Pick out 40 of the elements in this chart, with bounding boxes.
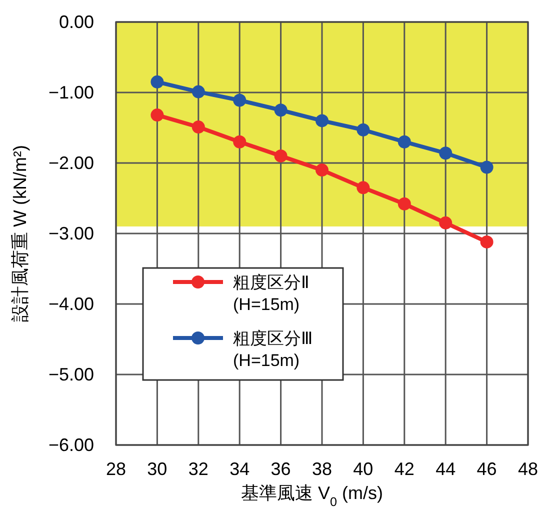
point <box>398 197 411 210</box>
x-axis-title: 基準風速 V$_{0}$ (m/s) <box>240 483 384 509</box>
point <box>439 216 452 230</box>
point <box>356 123 370 136</box>
x-tick-label: 46 <box>476 459 497 479</box>
point <box>480 160 494 174</box>
x-tick-label: 28 <box>106 459 126 479</box>
x-tick-label: 36 <box>270 459 291 479</box>
x-tick-label: 42 <box>394 459 414 479</box>
x-tick-label: 32 <box>188 459 208 479</box>
point <box>316 164 328 177</box>
legend-label: 粗度区分Ⅲ (H=15m) <box>233 329 313 370</box>
y-tick-label: −4.00 <box>48 294 94 314</box>
y-axis-title: 設計風荷重 W (kN/m²) <box>10 145 30 322</box>
point <box>192 85 205 98</box>
y-tick-label: −3.00 <box>48 224 94 244</box>
x-tick-label: 34 <box>230 459 250 479</box>
point <box>316 114 328 128</box>
y-tick-label: −2.00 <box>48 153 94 173</box>
y-tick-label: −6.00 <box>48 435 94 455</box>
x-tick-label: 40 <box>353 459 374 479</box>
point <box>480 235 494 248</box>
point <box>356 181 370 194</box>
x-tick-label: 38 <box>312 459 332 479</box>
point <box>439 146 452 160</box>
point <box>150 75 164 88</box>
y-tick-label: −1.00 <box>48 82 94 102</box>
point <box>150 108 164 122</box>
point <box>192 120 205 134</box>
y-tick-label: 0.00 <box>58 12 94 32</box>
point <box>274 104 288 117</box>
point <box>233 94 246 107</box>
point <box>233 135 246 148</box>
y-tick-label: −5.00 <box>48 364 94 384</box>
point <box>398 135 411 148</box>
x-tick-label: 30 <box>147 459 168 479</box>
x-tick-label: 48 <box>518 459 538 479</box>
point <box>274 149 288 162</box>
x-tick-label: 44 <box>436 459 456 479</box>
legend-label: 粗度区分Ⅱ (H=15m) <box>233 273 310 314</box>
